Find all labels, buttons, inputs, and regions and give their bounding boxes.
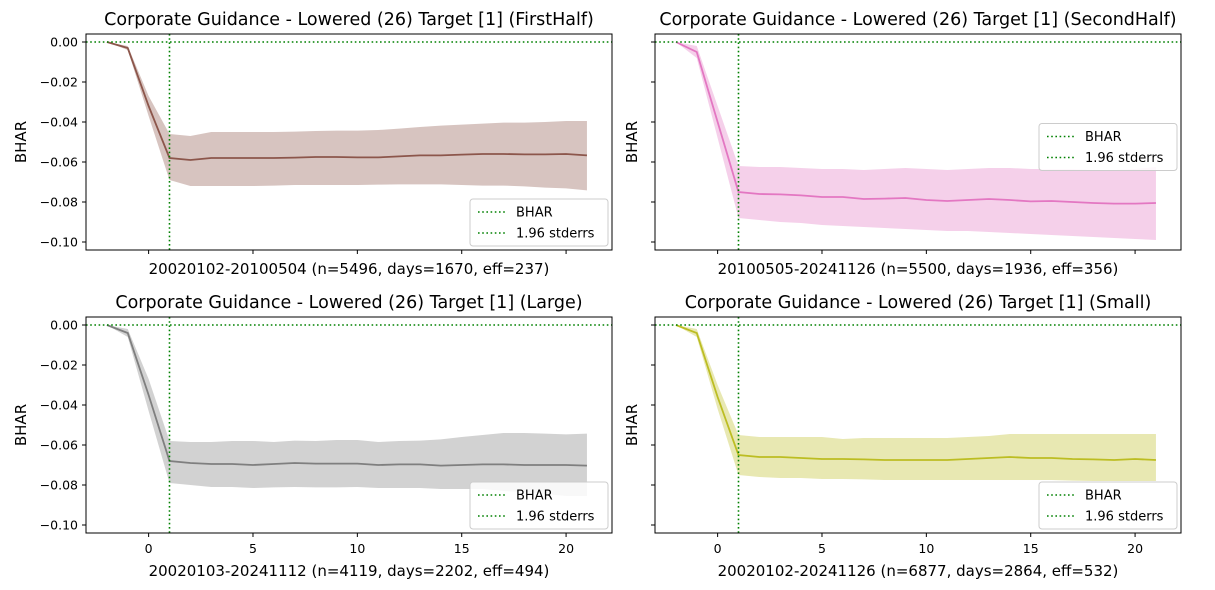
chart-title: Corporate Guidance - Lowered (26) Target… [685, 293, 1152, 313]
bhar-line [675, 41, 1156, 205]
confidence-band [106, 325, 587, 496]
legend-label: 1.96 stderrs [1085, 510, 1164, 525]
x-tick-label: 20 [558, 541, 574, 556]
subplot-2: Corporate Guidance - Lowered (26) Target… [623, 10, 1182, 278]
legend: BHAR 1.96 stderrs [469, 481, 609, 530]
x-axis-label: 20020102-20100504 (n=5496, days=1670, ef… [149, 260, 550, 278]
y-tick-label: −0.08 [40, 478, 78, 493]
bhar-line [106, 324, 587, 467]
x-tick-label: 5 [249, 541, 257, 556]
x-tick-label: 0 [714, 541, 722, 556]
confidence-band [106, 42, 587, 191]
x-axis-label: 20020103-20241112 (n=4119, days=2202, ef… [149, 562, 550, 580]
y-axis-label: BHAR [623, 121, 641, 163]
confidence-band [675, 325, 1156, 481]
x-axis-label: 20020102-20241126 (n=6877, days=2864, ef… [718, 562, 1119, 580]
y-tick-label: −0.02 [40, 75, 78, 90]
x-tick-label: 15 [1023, 541, 1039, 556]
y-axis-label: BHAR [12, 404, 30, 446]
legend-box [469, 198, 609, 247]
y-tick-label: −0.06 [40, 438, 78, 453]
y-axis-label: BHAR [12, 121, 30, 163]
x-tick-label: 15 [454, 541, 470, 556]
legend-label: BHAR [516, 206, 553, 221]
y-tick-label: −0.02 [40, 358, 78, 373]
subplot-4: Corporate Guidance - Lowered (26) Target… [623, 293, 1182, 580]
bhar-line [106, 41, 588, 161]
y-axis-label: BHAR [623, 404, 641, 446]
legend-box [469, 481, 609, 530]
legend-label: 1.96 stderrs [516, 510, 595, 525]
axes-frame [85, 316, 613, 534]
chart-title: Corporate Guidance - Lowered (26) Target… [659, 10, 1176, 30]
axes-frame [85, 33, 613, 251]
confidence-band [675, 42, 1156, 240]
x-tick-label: 10 [349, 541, 365, 556]
y-tick-label: −0.04 [40, 398, 78, 413]
legend-label: BHAR [516, 489, 553, 504]
axes-frame [654, 33, 1182, 251]
legend-label: BHAR [1085, 130, 1122, 145]
legend-label: 1.96 stderrs [516, 227, 595, 242]
chart-title: Corporate Guidance - Lowered (26) Target… [104, 10, 594, 30]
y-tick-label: −0.08 [40, 195, 78, 210]
legend: BHAR 1.96 stderrs [1038, 123, 1178, 171]
legend: BHAR 1.96 stderrs [1038, 481, 1178, 530]
x-tick-label: 20 [1127, 541, 1143, 556]
legend: BHAR 1.96 stderrs [469, 198, 609, 247]
y-tick-label: −0.10 [40, 518, 78, 533]
y-tick-label: 0.00 [50, 35, 78, 50]
y-tick-label: 0.00 [50, 318, 78, 333]
subplot-3: Corporate Guidance - Lowered (26) Target… [12, 293, 613, 580]
x-tick-label: 10 [918, 541, 934, 556]
x-tick-label: 0 [145, 541, 153, 556]
y-tick-label: −0.06 [40, 155, 78, 170]
y-tick-label: −0.04 [40, 115, 78, 130]
legend-box [1038, 123, 1178, 171]
legend-box [1038, 481, 1178, 530]
x-axis-label: 20100505-20241126 (n=5500, days=1936, ef… [718, 260, 1119, 278]
legend-label: 1.96 stderrs [1085, 151, 1164, 166]
subplot-1: Corporate Guidance - Lowered (26) Target… [12, 10, 613, 278]
bhar-line [675, 324, 1156, 461]
legend-label: BHAR [1085, 489, 1122, 504]
axes-frame [654, 316, 1182, 534]
chart-title: Corporate Guidance - Lowered (26) Target… [115, 293, 582, 313]
y-tick-label: −0.10 [40, 235, 78, 250]
x-tick-label: 5 [818, 541, 826, 556]
